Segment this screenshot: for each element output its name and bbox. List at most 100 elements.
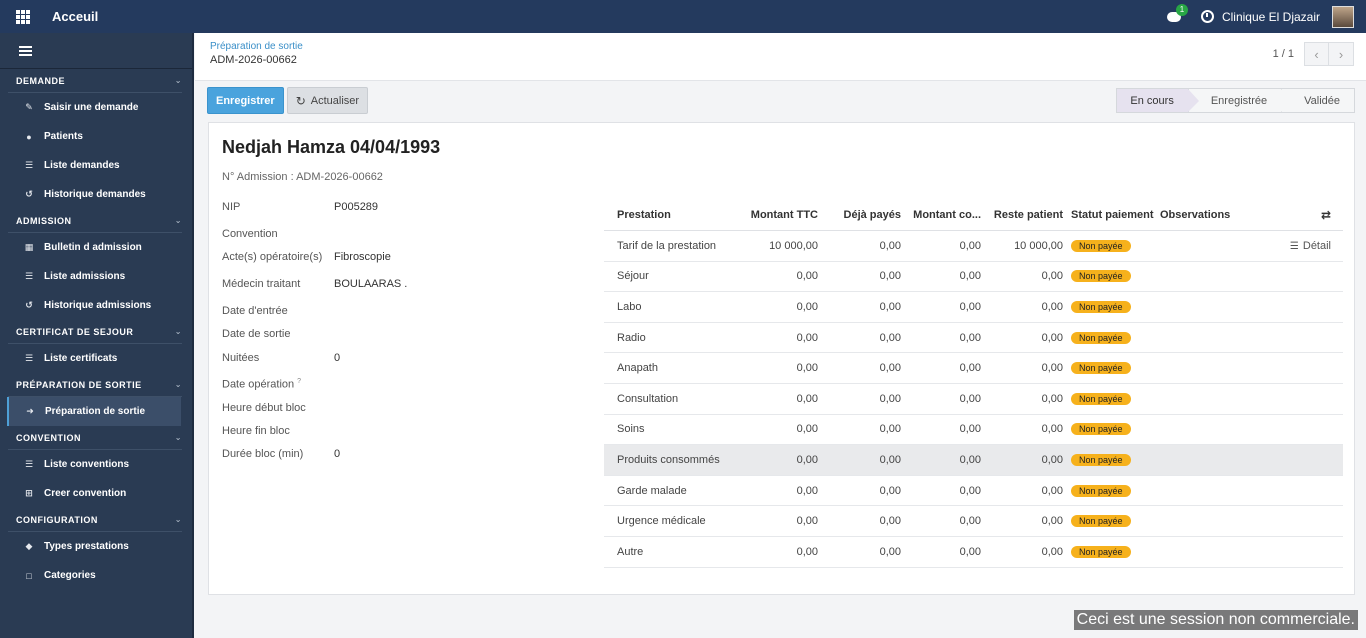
cell-montant-convention: 0,00 — [959, 270, 981, 283]
table-row[interactable]: Séjour 0,00 0,00 0,00 0,00 Non payée — [604, 262, 1343, 293]
cell-prestation: Autre — [617, 545, 644, 558]
app-title[interactable]: Acceuil — [52, 9, 99, 24]
table-row[interactable]: Soins 0,00 0,00 0,00 0,00 Non payée — [604, 415, 1343, 446]
table-row[interactable]: Garde malade 0,00 0,00 0,00 0,00 Non payée — [604, 476, 1343, 507]
field-label-date-entree: Date d'entrée — [222, 305, 288, 317]
field-label-heure-debut: Heure début bloc — [222, 402, 306, 414]
pager-previous-button[interactable]: ‹ — [1304, 42, 1329, 66]
status-bar: En cours Enregistrée Validée — [1116, 88, 1355, 113]
sidebar-item-historique-demandes[interactable]: ↺ Historique demandes — [25, 189, 146, 200]
cell-montant-ttc: 0,00 — [796, 484, 818, 497]
cell-montant-convention: 0,00 — [959, 362, 981, 375]
sidebar-section-convention[interactable]: CONVENTION ⌄ — [8, 426, 182, 450]
pager-value[interactable]: 1 / 1 — [1272, 48, 1294, 60]
cell-reste-patient: 0,00 — [1041, 300, 1063, 313]
list-icon: ☰ — [1289, 240, 1299, 252]
help-tooltip-icon[interactable]: ? — [297, 378, 302, 385]
status-badge: Non payée — [1071, 453, 1131, 466]
folder-icon: □ — [26, 570, 32, 581]
list-icon: ☰ — [24, 353, 34, 363]
sidebar-item-liste-demandes[interactable]: ☰ Liste demandes — [24, 160, 120, 171]
sidebar-section-configuration[interactable]: CONFIGURATION ⌄ — [8, 508, 182, 532]
table-body: Tarif de la prestation 10 000,00 0,00 0,00 1… — [604, 231, 1343, 568]
save-button[interactable]: Enregistrer — [207, 87, 284, 114]
status-step-enregistree[interactable]: Enregistrée — [1187, 89, 1293, 112]
table-row[interactable]: Tarif de la prestation 10 000,00 0,00 0,00 1… — [604, 231, 1343, 262]
cell-montant-ttc: 0,00 — [796, 423, 818, 436]
sidebar-item-saisir-demande[interactable]: ✎ Saisir une demande — [25, 102, 139, 113]
control-panel: Préparation de sortie ADM-2026-00662 1 /… — [195, 33, 1366, 81]
table-row[interactable]: Produits consommés 0,00 0,00 0,00 0,00 Non pa… — [604, 445, 1343, 476]
table-row[interactable]: Autre 0,00 0,00 0,00 0,00 Non payée — [604, 537, 1343, 568]
cell-prestation: Séjour — [617, 270, 649, 283]
col-reste-patient[interactable]: Reste patient — [993, 209, 1063, 221]
table-row[interactable]: Urgence médicale 0,00 0,00 0,00 0,00 Non payé… — [604, 506, 1343, 537]
status-badge: Non payée — [1071, 300, 1131, 313]
table-row[interactable]: Anapath 0,00 0,00 0,00 0,00 Non payée — [604, 353, 1343, 384]
cell-deja-payes: 0,00 — [879, 545, 901, 558]
sidebar: DEMANDE ⌄ ✎ Saisir une demande ● Patients ☰… — [0, 33, 194, 638]
refresh-icon: ↻ — [295, 93, 306, 108]
apps-menu-icon[interactable] — [16, 9, 30, 24]
cell-montant-ttc: 0,00 — [796, 545, 818, 558]
cell-montant-ttc: 0,00 — [796, 331, 818, 344]
field-value-nuitees[interactable]: 0 — [334, 352, 341, 364]
optional-columns-icon[interactable]: ⇄ — [1320, 208, 1331, 222]
col-deja-payes[interactable]: Déjà payés — [843, 209, 901, 221]
field-value-duree-bloc[interactable]: 0 — [334, 448, 341, 460]
pager: 1 / 1 ‹ › — [1273, 42, 1354, 66]
chevron-down-icon: ⌄ — [174, 327, 182, 336]
field-value-medecin[interactable]: BOULAARAS . — [334, 278, 408, 290]
status-step-en-cours[interactable]: En cours — [1117, 89, 1200, 112]
refresh-button[interactable]: ↻ Actualiser — [286, 87, 369, 114]
chevron-right-icon: › — [1338, 46, 1344, 62]
chevron-down-icon: ⌄ — [174, 216, 182, 225]
table-row[interactable]: Consultation 0,00 0,00 0,00 0,00 Non payée — [604, 384, 1343, 415]
col-montant-convention[interactable]: Montant co... — [913, 209, 981, 221]
pager-next-button[interactable]: › — [1329, 42, 1354, 66]
table-row[interactable]: Radio 0,00 0,00 0,00 0,00 Non payée — [604, 323, 1343, 354]
status-badge: Non payée — [1071, 484, 1131, 497]
col-montant-ttc[interactable]: Montant TTC — [750, 209, 818, 221]
avatar[interactable] — [1332, 5, 1354, 28]
col-statut-paiement[interactable]: Statut paiement — [1071, 209, 1154, 221]
hamburger-menu-icon[interactable] — [0, 33, 192, 69]
edit-icon: ✎ — [25, 102, 33, 112]
col-prestation[interactable]: Prestation — [617, 209, 671, 221]
activity-clock-icon[interactable] — [1200, 10, 1214, 23]
table-row[interactable]: Labo 0,00 0,00 0,00 0,00 Non payée — [604, 292, 1343, 323]
sidebar-section-admission[interactable]: ADMISSION ⌄ — [8, 209, 182, 233]
field-label-medecin: Médecin traitant — [222, 278, 301, 290]
chat-icon[interactable]: 1 — [1166, 3, 1188, 24]
file-icon: ▦ — [24, 242, 34, 252]
sidebar-item-bulletin-admission[interactable]: ▦ Bulletin d admission — [24, 242, 142, 253]
col-observations[interactable]: Observations — [1160, 209, 1231, 221]
sidebar-item-categories[interactable]: □ Categories — [0, 561, 192, 590]
breadcrumb-parent[interactable]: Préparation de sortie — [210, 41, 303, 52]
sidebar-item-preparation-sortie[interactable]: ➜ Préparation de sortie — [7, 397, 181, 426]
sidebar-item-creer-convention[interactable]: ⊞ Creer convention — [25, 488, 127, 499]
cell-deja-payes: 0,00 — [879, 515, 901, 528]
field-label-nip: NIP — [222, 201, 241, 213]
field-value-actes[interactable]: Fibroscopie — [334, 251, 391, 263]
field-value-nip[interactable]: P005289 — [334, 201, 379, 213]
sidebar-section-certificat[interactable]: CERTIFICAT DE SEJOUR ⌄ — [8, 320, 182, 344]
cell-montant-convention: 0,00 — [959, 484, 981, 497]
sidebar-item-patients[interactable]: ● Patients — [0, 122, 192, 151]
sidebar-section-demande[interactable]: DEMANDE ⌄ — [8, 69, 182, 93]
sidebar-item-types-prestations[interactable]: ◆ Types prestations — [25, 541, 129, 552]
detail-button[interactable]: ☰ Détail — [1289, 239, 1331, 252]
breadcrumb-current: ADM-2026-00662 — [210, 54, 297, 66]
sidebar-item-liste-conventions[interactable]: ☰ Liste conventions — [24, 459, 130, 470]
field-label-duree-bloc: Durée bloc (min) — [222, 448, 304, 460]
status-badge: Non payée — [1071, 362, 1131, 375]
sidebar-item-liste-certificats[interactable]: ☰ Liste certificats — [24, 353, 118, 364]
sign-out-icon: ➜ — [26, 406, 34, 416]
cell-deja-payes: 0,00 — [879, 239, 901, 252]
cell-montant-convention: 0,00 — [959, 515, 981, 528]
company-switcher[interactable]: Clinique El Djazair — [1221, 9, 1320, 24]
sidebar-item-historique-admissions[interactable]: ↺ Historique admissions — [25, 300, 152, 311]
sidebar-section-preparation[interactable]: PRÉPARATION DE SORTIE ⌄ — [8, 373, 182, 397]
cell-montant-convention: 0,00 — [959, 453, 981, 466]
sidebar-item-liste-admissions[interactable]: ☰ Liste admissions — [24, 271, 126, 282]
